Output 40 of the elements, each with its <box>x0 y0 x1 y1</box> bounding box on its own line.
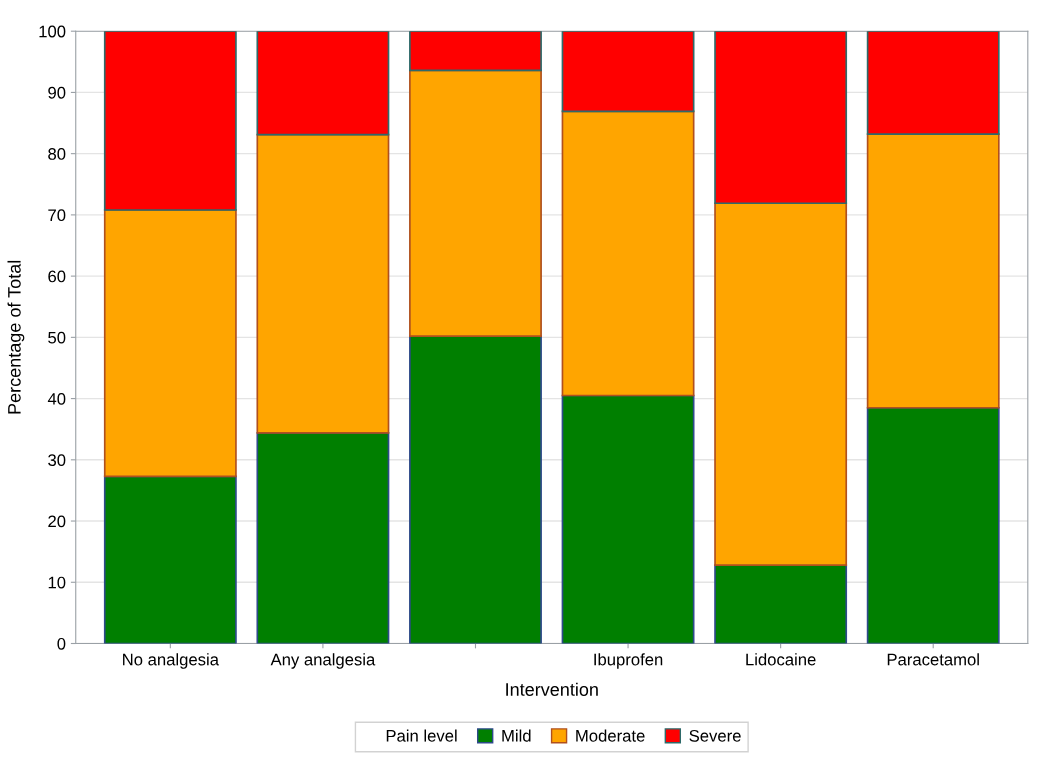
x-tick-label: Paracetamol <box>887 653 979 666</box>
bar <box>256 31 390 136</box>
y-tick-label: 100 <box>39 25 66 38</box>
x-axis-title: Intervention <box>506 682 598 696</box>
x-tick-label: Lidocaine <box>746 653 816 666</box>
bar <box>866 31 1000 135</box>
legend-title: Pain level <box>386 729 457 742</box>
bar <box>103 475 237 644</box>
x-tick-label: Any analgesia <box>270 653 376 669</box>
bar <box>561 110 695 397</box>
y-tick-label: 60 <box>48 270 66 283</box>
y-tick-label: 10 <box>48 576 66 589</box>
bar <box>103 31 237 211</box>
bar <box>409 335 542 644</box>
legend-label: Severe <box>689 729 741 742</box>
bar <box>714 202 848 566</box>
y-tick-label: 50 <box>48 331 66 344</box>
bar <box>866 406 1000 644</box>
bar <box>103 209 237 478</box>
bar <box>256 133 390 434</box>
y-tick-label: 30 <box>48 454 66 467</box>
y-tick-label: 70 <box>48 209 66 222</box>
y-tick-label: 90 <box>48 86 66 99</box>
bar <box>714 31 848 205</box>
y-tick-label: 0 <box>57 637 66 650</box>
y-tick-label: 40 <box>47 392 66 405</box>
bar <box>866 133 1000 409</box>
x-tick-label: No analgesia <box>123 653 219 669</box>
legend-label: Moderate <box>576 729 645 742</box>
x-tick-label: Ibuprofen <box>594 653 663 669</box>
bar <box>714 564 848 644</box>
y-axis-title: Percentage of Total <box>7 260 25 414</box>
y-tick-label: 20 <box>48 515 66 528</box>
bar <box>256 432 390 644</box>
bar <box>561 394 695 644</box>
legend-label: Mild <box>502 729 531 742</box>
bar <box>409 31 542 72</box>
y-tick-label: 80 <box>48 148 66 160</box>
bar <box>409 69 542 337</box>
bar <box>561 31 695 113</box>
